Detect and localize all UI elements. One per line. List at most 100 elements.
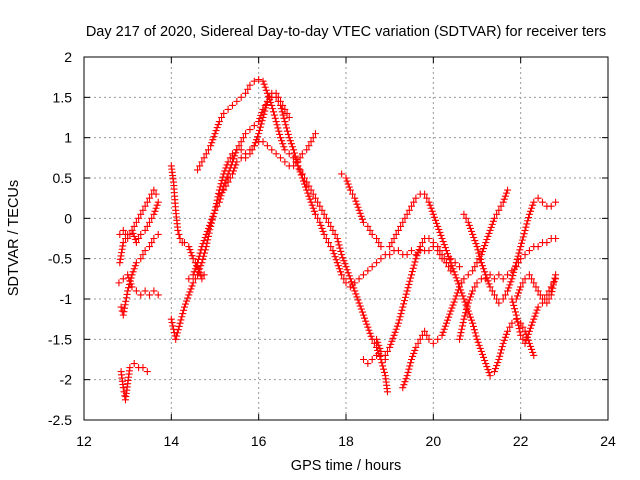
data-point [476, 252, 484, 260]
data-point [454, 286, 462, 294]
data-point [284, 130, 292, 138]
data-point [202, 150, 210, 158]
data-point [366, 226, 374, 234]
series-15 [399, 186, 512, 392]
data-point [470, 326, 478, 334]
data-point [377, 243, 385, 251]
data-point [280, 143, 288, 151]
data-point [493, 295, 501, 303]
data-point [126, 277, 134, 285]
data-point [486, 372, 494, 380]
data-point [359, 356, 367, 363]
data-point [189, 271, 197, 279]
data-point [340, 257, 348, 265]
data-point [395, 316, 403, 324]
data-point [522, 336, 530, 344]
data-point [523, 220, 531, 228]
data-point [469, 287, 477, 295]
data-point [310, 207, 318, 215]
data-point [500, 195, 508, 203]
data-point [129, 229, 137, 237]
data-point [263, 97, 271, 105]
data-point [532, 283, 540, 291]
data-point [415, 246, 423, 254]
data-point [471, 329, 479, 337]
data-point [154, 198, 162, 206]
data-point [453, 277, 461, 285]
data-point [469, 319, 477, 327]
data-point [475, 341, 483, 349]
data-point [377, 255, 385, 263]
data-point [278, 137, 286, 145]
data-point [472, 240, 480, 248]
data-point [447, 307, 455, 315]
data-point [414, 339, 422, 347]
data-point [116, 259, 124, 267]
data-point [125, 284, 133, 292]
data-point [291, 152, 299, 160]
data-point [268, 101, 276, 109]
data-point [351, 194, 359, 202]
data-point [258, 117, 266, 125]
data-point [340, 275, 348, 283]
data-point [282, 121, 290, 129]
data-point [453, 289, 461, 297]
data-point [549, 284, 557, 292]
data-point [332, 256, 340, 264]
data-point [485, 369, 493, 377]
data-point [197, 272, 205, 280]
data-point [174, 326, 182, 334]
data-point [515, 325, 523, 333]
data-point [307, 138, 315, 146]
data-point [123, 290, 131, 298]
data-point [373, 335, 381, 343]
data-point [442, 319, 450, 327]
data-point [294, 162, 302, 170]
data-point [270, 111, 278, 119]
data-point [210, 133, 218, 141]
data-point [347, 278, 355, 286]
data-point [141, 202, 149, 210]
data-point [539, 295, 546, 303]
data-point [151, 207, 159, 215]
data-point [119, 275, 127, 283]
data-point [214, 121, 222, 129]
data-point [374, 338, 382, 346]
data-point [430, 213, 438, 221]
data-point [459, 319, 467, 327]
data-point [274, 124, 282, 132]
data-point [143, 222, 151, 230]
series-14 [386, 190, 538, 380]
data-point [365, 326, 373, 334]
data-point [277, 101, 284, 109]
data-point [257, 120, 265, 128]
data-point [185, 243, 193, 251]
data-point [508, 275, 516, 283]
data-point [203, 227, 211, 235]
data-point [194, 259, 202, 267]
data-point [254, 133, 262, 141]
data-point [412, 194, 420, 202]
data-point [482, 239, 490, 247]
data-point [532, 309, 540, 317]
data-point [154, 230, 162, 238]
data-point [529, 201, 537, 209]
data-point [511, 262, 519, 270]
data-point [449, 301, 457, 309]
data-point [251, 139, 259, 147]
data-point [490, 368, 498, 376]
data-point [239, 134, 247, 142]
data-point [256, 123, 264, 131]
data-point [539, 198, 546, 206]
data-point [469, 230, 477, 238]
data-point [190, 268, 198, 276]
data-point [116, 255, 124, 263]
data-point [397, 222, 405, 230]
data-point [132, 239, 140, 247]
data-point [508, 319, 516, 327]
data-point [465, 310, 473, 318]
data-point [413, 252, 421, 260]
data-point [488, 287, 496, 295]
data-point [351, 279, 359, 287]
x-tick-label: 20 [426, 433, 442, 449]
